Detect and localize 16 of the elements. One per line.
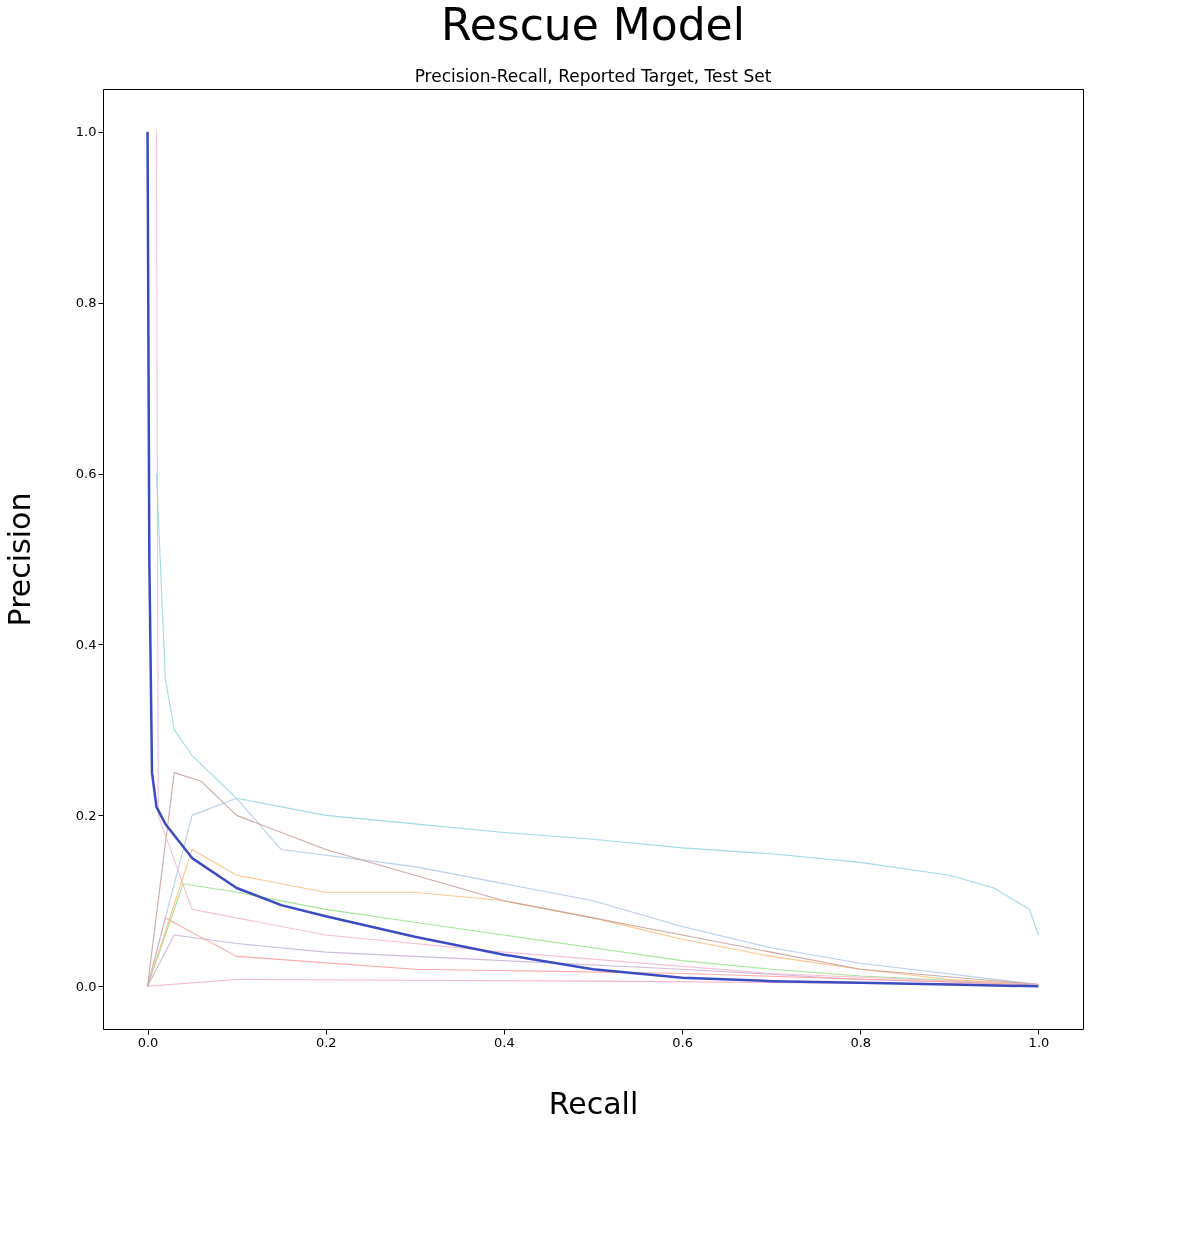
x-axis-title: Recall <box>548 1085 639 1121</box>
y-tick-label: 0.0 <box>75 978 97 994</box>
y-tick-label: 0.8 <box>75 295 97 311</box>
x-tick-label: 0.2 <box>315 1034 337 1050</box>
chart-title: Rescue Model <box>441 0 745 50</box>
x-tick-label: 0.0 <box>137 1034 159 1050</box>
y-tick-label: 1.0 <box>75 124 97 140</box>
chart-subtitle: Precision-Recall, Reported Target, Test Set <box>414 66 772 86</box>
x-tick-label: 0.4 <box>494 1034 515 1050</box>
x-tick-label: 1.0 <box>1028 1034 1050 1050</box>
y-tick-label: 0.2 <box>75 807 97 823</box>
y-tick-label: 0.4 <box>75 636 97 652</box>
x-tick-label: 0.8 <box>850 1034 872 1050</box>
y-axis-title: Precision <box>1 492 37 627</box>
y-tick-label: 0.6 <box>75 466 97 482</box>
x-tick-label: 0.6 <box>672 1034 693 1050</box>
